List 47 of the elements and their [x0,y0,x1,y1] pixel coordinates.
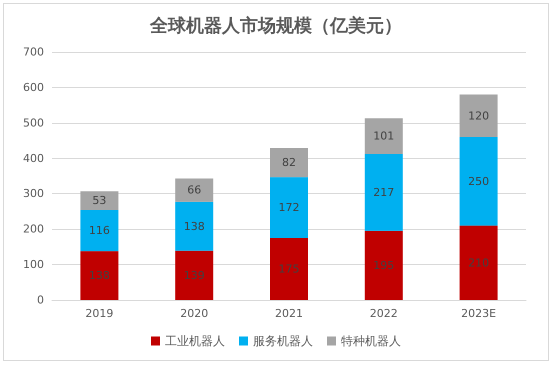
y-tick-label: 600 [23,80,44,94]
bar [364,154,403,231]
y-tick-label: 700 [23,46,44,58]
bar [175,202,214,251]
data-label: 210 [468,256,490,270]
y-tick-label: 300 [23,187,44,200]
x-tick-label: 2019 [85,307,114,320]
y-tick-label: 500 [23,116,44,130]
bar [80,210,118,252]
data-label: 195 [373,258,394,272]
legend-label: 服务机器人 [253,334,313,348]
data-label: 120 [468,109,490,122]
bar [175,250,214,300]
chart-title: 全球机器人市场规模（亿美元） [149,16,402,36]
bar [460,226,498,300]
data-label: 66 [187,184,202,197]
x-tick-label: 2022 [370,307,398,320]
data-label: 138 [184,220,205,233]
data-label: 116 [88,224,110,238]
bar [460,94,498,138]
bar [364,230,403,300]
x-tick-label: 2021 [275,307,303,320]
data-label: 217 [373,186,394,199]
y-tick-label: 200 [23,222,44,236]
legend-label: 工业机器人 [165,334,225,348]
data-label: 82 [282,156,296,170]
bar [80,251,118,300]
data-label: 139 [184,268,205,282]
bar [270,177,308,238]
legend-label: 特种机器人 [341,334,401,348]
y-tick-label: 400 [23,152,44,165]
y-tick-label: 100 [23,258,44,272]
data-label: 53 [92,194,106,208]
bar [270,238,308,300]
x-tick-label: 2023E [461,307,496,320]
x-tick-label: 2020 [180,307,208,320]
y-tick-label: 0 [37,294,44,306]
bar [270,148,308,178]
data-label: 101 [373,130,394,143]
data-label: 175 [278,262,300,276]
data-label: 172 [278,201,300,214]
bar [80,191,118,210]
bar [364,118,403,154]
data-label: 138 [88,269,110,282]
data-label: 250 [468,174,490,188]
bar [175,178,214,202]
bar [460,137,498,226]
